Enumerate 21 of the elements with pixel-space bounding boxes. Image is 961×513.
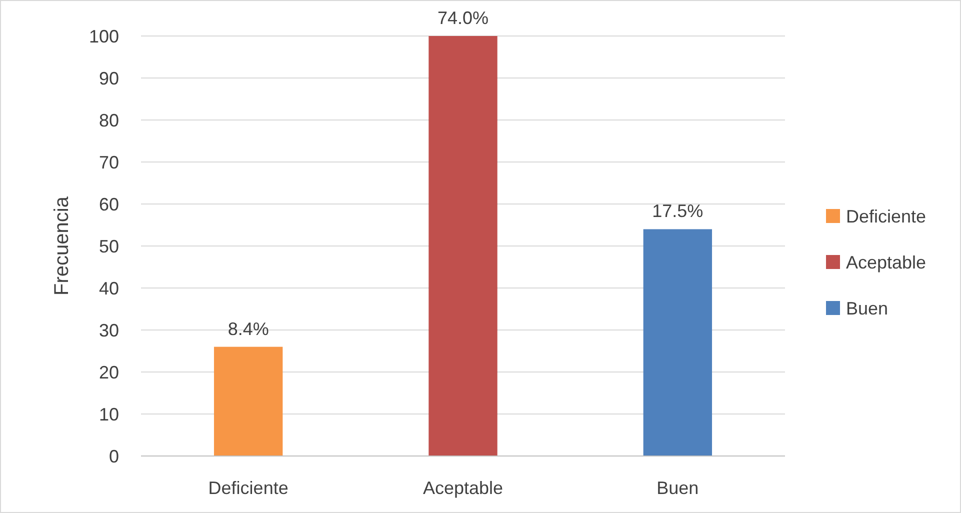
x-tick-label: Buen [656, 478, 699, 498]
legend-label: Deficiente [846, 206, 926, 226]
y-tick-label: 20 [98, 362, 119, 382]
y-tick-label: 80 [98, 110, 119, 130]
annotation: 8.4% [228, 318, 269, 339]
y-tick-label: 40 [98, 278, 119, 298]
x-tick-label: Aceptable [422, 478, 504, 498]
y-tick-label: 50 [98, 236, 119, 256]
y-tick-label: 70 [98, 152, 119, 172]
legend-label: Aceptable [846, 252, 926, 272]
y-tick-label: 10 [98, 404, 119, 424]
x-tick-label: Deficiente [208, 478, 288, 498]
annotation: 74.0% [437, 8, 489, 28]
legend-label: Buen [846, 298, 888, 318]
y-tick-label: 60 [98, 194, 119, 214]
y-tick-label: 100 [88, 26, 119, 46]
y-tick-label: 90 [98, 68, 119, 88]
y-tick-label: 30 [98, 320, 119, 340]
annotation: 17.5% [652, 201, 704, 222]
y-axis-title: Frecuencia [51, 196, 73, 296]
y-tick-label: 0 [108, 446, 119, 466]
